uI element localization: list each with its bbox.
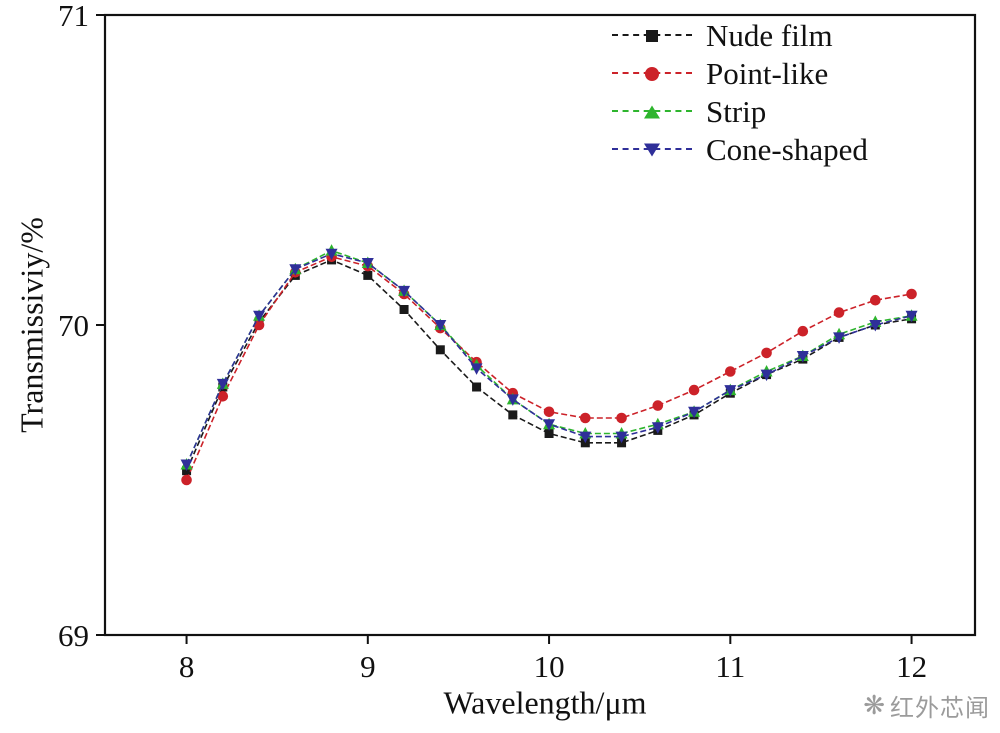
watermark-text: 红外芯闻: [890, 695, 990, 722]
legend-key-point-like: [612, 62, 692, 86]
marker-point-like: [181, 474, 192, 486]
marker-cone-shaped: [434, 320, 447, 332]
square-marker-icon: [646, 29, 658, 42]
x-axis-label: Wavelength/μm: [443, 684, 647, 721]
marker-nude-film: [544, 429, 554, 438]
series-line-strip: [185, 249, 912, 465]
x-axis-tick-label: 10: [534, 649, 565, 684]
marker-cone-shaped: [760, 369, 773, 382]
marker-nude-film: [399, 305, 409, 314]
marker-nude-film: [435, 345, 445, 355]
y-axis-tick-label: 69: [58, 618, 89, 653]
marker-cone-shaped: [869, 320, 882, 332]
x-axis-tick-label: 8: [179, 649, 195, 684]
legend-key-nude-film: [612, 24, 692, 48]
legend-item-nude-film: Nude film: [612, 20, 868, 51]
x-axis-tick-label: 11: [715, 649, 745, 684]
marker-cone-shaped: [180, 459, 193, 471]
legend: Nude film Point-like Strip Cone-shaped: [612, 20, 868, 165]
legend-item-point-like: Point-like: [612, 58, 868, 89]
legend-item-cone-shaped: Cone-shaped: [612, 134, 868, 165]
marker-point-like: [725, 366, 736, 377]
marker-nude-film: [472, 382, 482, 392]
marker-point-like: [906, 288, 917, 300]
marker-cone-shaped: [216, 378, 229, 391]
series-line-point-like: [185, 255, 912, 481]
marker-cone-shaped: [905, 310, 918, 323]
marker-point-like: [217, 391, 229, 402]
marker-cone-shaped: [325, 248, 338, 261]
marker-cone-shaped: [579, 431, 592, 444]
marker-point-like: [580, 412, 591, 424]
marker-cone-shaped: [398, 285, 411, 298]
snowflake-logo-icon: ❋: [863, 690, 885, 720]
marker-cone-shaped: [543, 419, 556, 431]
series-line-nude-film: [185, 259, 912, 472]
marker-cone-shaped: [724, 385, 737, 397]
y-axis-tick-label: 71: [58, 0, 89, 33]
marker-point-like: [688, 384, 700, 396]
marker-point-like: [652, 400, 664, 411]
marker-cone-shaped: [253, 310, 266, 323]
x-axis-tick-label: 12: [896, 649, 927, 684]
watermark: ❋ 红外芯闻: [863, 688, 990, 723]
marker-cone-shaped: [361, 258, 374, 270]
triangle-down-marker-icon: [644, 143, 660, 156]
marker-cone-shaped: [615, 431, 628, 444]
legend-key-strip: [612, 100, 692, 124]
marker-cone-shaped: [796, 351, 809, 363]
marker-point-like: [543, 406, 555, 418]
legend-label: Point-like: [706, 56, 829, 91]
marker-point-like: [761, 347, 772, 359]
marker-nude-film: [508, 410, 518, 420]
legend-label: Strip: [706, 94, 767, 129]
marker-cone-shaped: [688, 406, 701, 419]
marker-point-like: [616, 412, 627, 424]
y-axis-tick-label: 70: [58, 308, 89, 343]
x-axis-tick-label: 9: [360, 649, 376, 684]
y-axis-label: Transmissiviy/%: [13, 217, 50, 433]
legend-key-cone-shaped: [612, 138, 692, 162]
triangle-up-marker-icon: [644, 105, 660, 118]
marker-cone-shaped: [289, 264, 302, 276]
legend-item-strip: Strip: [612, 96, 868, 127]
marker-cone-shaped: [470, 363, 483, 375]
marker-point-like: [833, 307, 845, 318]
marker-point-like: [870, 294, 881, 306]
legend-label: Nude film: [706, 18, 833, 53]
marker-cone-shaped: [833, 332, 846, 344]
circle-marker-icon: [645, 66, 659, 81]
marker-nude-film: [363, 270, 373, 280]
marker-cone-shaped: [651, 422, 664, 434]
marker-cone-shaped: [506, 394, 519, 406]
marker-point-like: [797, 325, 809, 337]
legend-label: Cone-shaped: [706, 132, 868, 167]
